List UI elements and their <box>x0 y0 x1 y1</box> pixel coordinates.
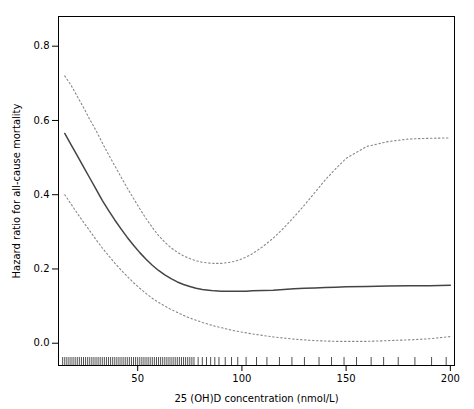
svg-text:100: 100 <box>232 373 251 384</box>
svg-text:50: 50 <box>131 373 144 384</box>
svg-text:0.6: 0.6 <box>34 115 50 126</box>
svg-text:0.4: 0.4 <box>34 189 50 200</box>
svg-text:0.8: 0.8 <box>34 40 50 51</box>
svg-text:150: 150 <box>337 373 356 384</box>
svg-text:0.0: 0.0 <box>34 337 50 348</box>
svg-text:Hazard ratio for all-cause mor: Hazard ratio for all-cause mortality <box>11 103 22 278</box>
svg-text:200: 200 <box>441 373 460 384</box>
svg-text:25 (OH)D concentration (nmol/L: 25 (OH)D concentration (nmol/L) <box>174 393 338 404</box>
svg-text:0.2: 0.2 <box>34 263 50 274</box>
